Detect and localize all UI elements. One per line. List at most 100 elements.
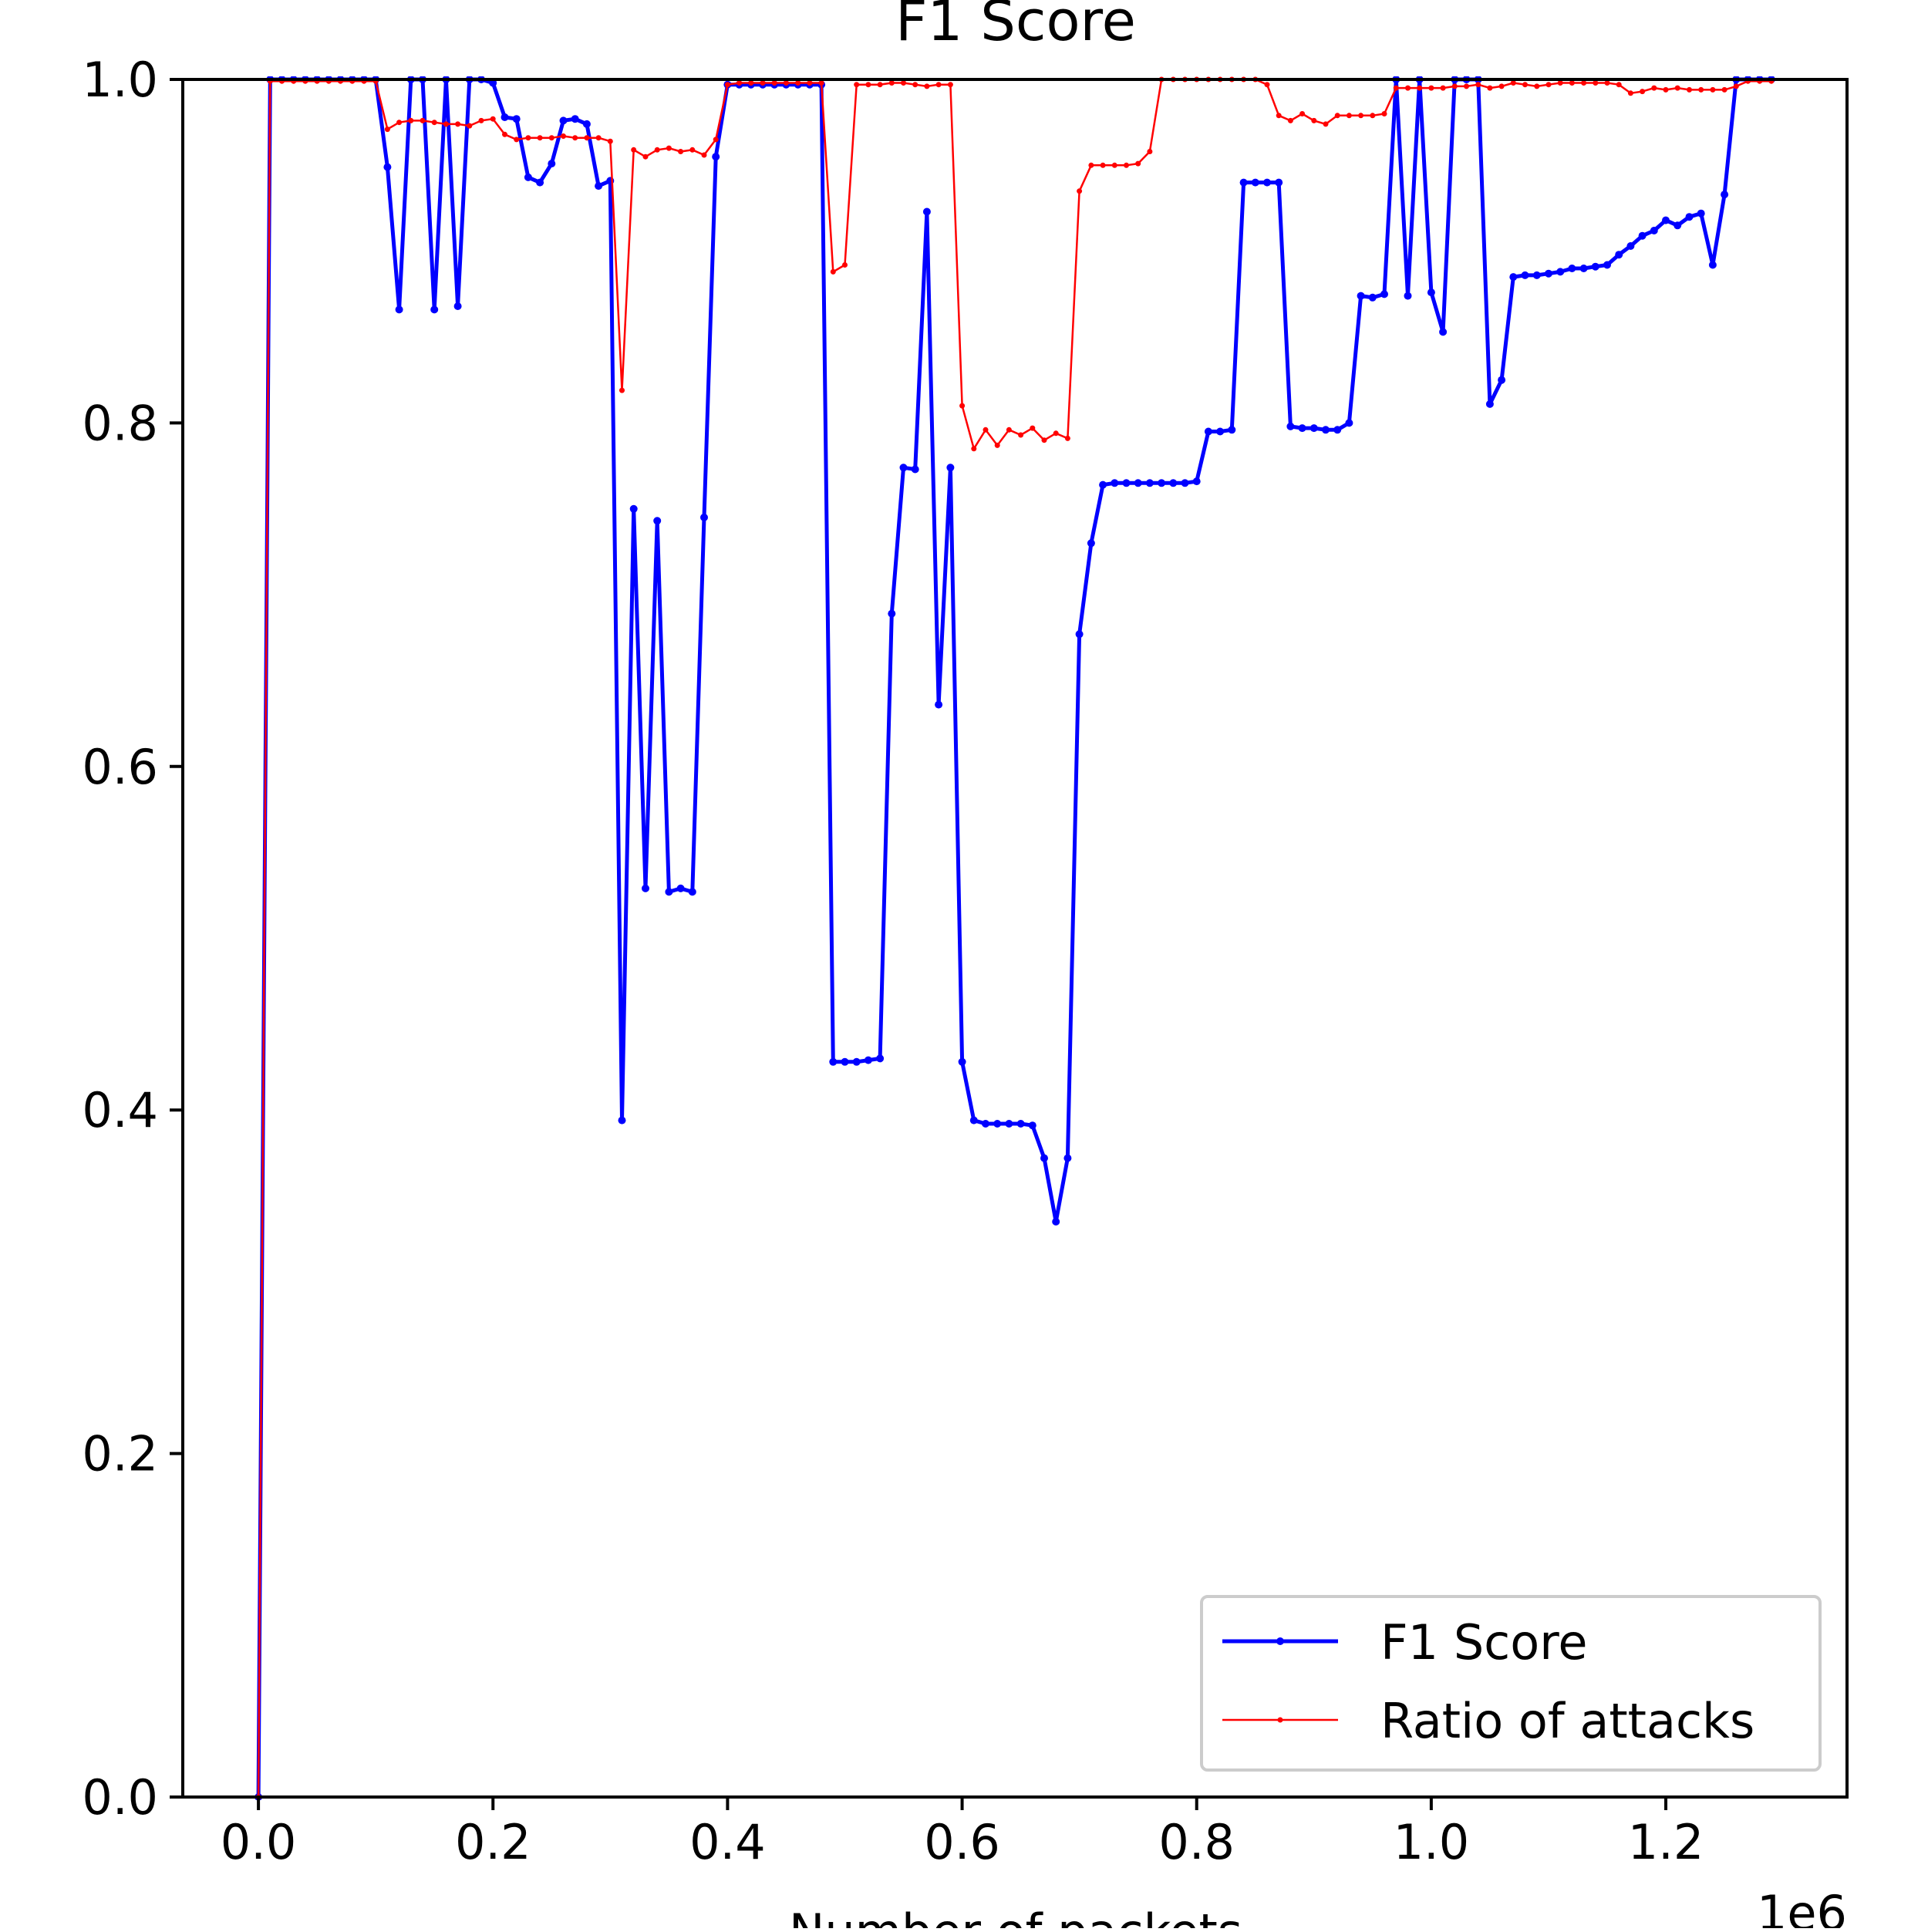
data-point bbox=[1568, 265, 1576, 272]
data-point bbox=[935, 82, 942, 88]
data-point bbox=[1251, 178, 1259, 187]
data-point bbox=[1439, 328, 1448, 336]
data-point bbox=[395, 305, 403, 314]
data-point bbox=[1627, 90, 1633, 96]
data-point bbox=[1485, 400, 1494, 408]
data-point bbox=[1276, 113, 1282, 119]
data-point bbox=[1323, 121, 1329, 127]
data-point bbox=[490, 116, 496, 122]
data-point bbox=[559, 116, 568, 125]
data-point bbox=[666, 145, 672, 151]
data-point bbox=[1498, 376, 1506, 384]
data-point bbox=[1135, 160, 1141, 167]
y-tick-label: 0.0 bbox=[82, 1769, 158, 1826]
data-point bbox=[946, 464, 955, 472]
data-point bbox=[1663, 86, 1669, 93]
data-point bbox=[618, 1116, 626, 1124]
data-point bbox=[678, 149, 684, 154]
data-point bbox=[688, 888, 696, 896]
data-point bbox=[1427, 288, 1435, 297]
data-point bbox=[1440, 85, 1446, 91]
data-point bbox=[1509, 273, 1518, 282]
data-point bbox=[1346, 113, 1352, 119]
data-point bbox=[818, 80, 824, 86]
data-point bbox=[841, 1057, 849, 1066]
data-point bbox=[924, 83, 930, 89]
data-point bbox=[1393, 85, 1399, 91]
data-point bbox=[1181, 479, 1189, 487]
data-point bbox=[561, 133, 566, 139]
data-point bbox=[877, 82, 883, 88]
data-point bbox=[512, 115, 521, 123]
data-point bbox=[760, 80, 766, 86]
data-point bbox=[912, 82, 918, 88]
x-tick-label: 0.0 bbox=[221, 1814, 297, 1870]
data-point bbox=[1626, 242, 1635, 250]
data-point bbox=[1040, 1154, 1048, 1162]
data-point bbox=[1309, 424, 1318, 433]
data-point bbox=[1087, 539, 1095, 548]
data-point bbox=[1721, 191, 1729, 199]
data-point bbox=[1169, 479, 1178, 487]
data-point bbox=[1604, 80, 1610, 86]
data-point bbox=[1721, 86, 1727, 93]
x-tick-label: 1.2 bbox=[1628, 1814, 1704, 1870]
data-point bbox=[1298, 424, 1306, 433]
data-point bbox=[1145, 479, 1154, 487]
data-point bbox=[1698, 86, 1704, 93]
legend-frame bbox=[1200, 1595, 1822, 1772]
data-point bbox=[1638, 231, 1647, 240]
data-point bbox=[993, 1120, 1002, 1128]
data-point bbox=[595, 182, 603, 191]
data-point bbox=[865, 82, 871, 88]
data-point bbox=[676, 884, 685, 892]
axes-frame bbox=[181, 78, 1849, 1799]
data-point bbox=[1028, 1121, 1036, 1130]
data-point bbox=[1228, 426, 1236, 434]
data-point bbox=[1615, 251, 1623, 259]
y-tick-label: 0.6 bbox=[82, 739, 158, 795]
data-point bbox=[1358, 113, 1364, 119]
data-point bbox=[1579, 265, 1588, 272]
data-point bbox=[876, 1054, 885, 1063]
data-point bbox=[1063, 1154, 1072, 1162]
x-axis-offset-label: 1e6 bbox=[1757, 1885, 1847, 1928]
data-point bbox=[1674, 85, 1680, 91]
data-point bbox=[901, 80, 906, 86]
data-point bbox=[431, 120, 437, 126]
series-line-f1-score bbox=[256, 77, 1771, 1798]
x-tick-label: 0.2 bbox=[455, 1814, 531, 1870]
data-point bbox=[983, 427, 989, 433]
data-point bbox=[689, 147, 696, 153]
data-point bbox=[1640, 89, 1646, 95]
data-point bbox=[1311, 117, 1317, 123]
data-point bbox=[1557, 80, 1563, 86]
data-point bbox=[548, 160, 556, 168]
data-point bbox=[1275, 178, 1283, 187]
data-point bbox=[1428, 85, 1434, 91]
data-point bbox=[1603, 261, 1611, 269]
data-point bbox=[1041, 437, 1047, 443]
data-point bbox=[830, 268, 836, 275]
data-point bbox=[935, 700, 943, 709]
data-point bbox=[1299, 111, 1306, 116]
data-point bbox=[911, 465, 919, 474]
axes: 0.0 0.2 0.4 0.6 0.8 1.0 1.2 0.0 0.2 0.4 0.6 0.8 1.0 bbox=[82, 52, 1849, 1870]
x-tick-label: 0.6 bbox=[924, 1814, 1000, 1870]
data-point bbox=[947, 82, 953, 88]
data-point bbox=[1088, 162, 1094, 168]
data-point bbox=[1075, 630, 1084, 639]
data-point bbox=[455, 121, 461, 127]
data-point bbox=[642, 153, 649, 160]
data-point bbox=[1134, 479, 1142, 487]
legend-marker-ratio-of-attacks bbox=[1277, 1717, 1283, 1723]
data-point bbox=[1124, 162, 1129, 168]
data-point bbox=[1451, 83, 1458, 89]
data-point bbox=[1077, 188, 1083, 194]
data-point bbox=[1053, 430, 1059, 437]
data-point bbox=[994, 442, 1000, 448]
data-point bbox=[852, 1057, 861, 1066]
data-point bbox=[854, 82, 860, 88]
data-point bbox=[1697, 209, 1705, 217]
